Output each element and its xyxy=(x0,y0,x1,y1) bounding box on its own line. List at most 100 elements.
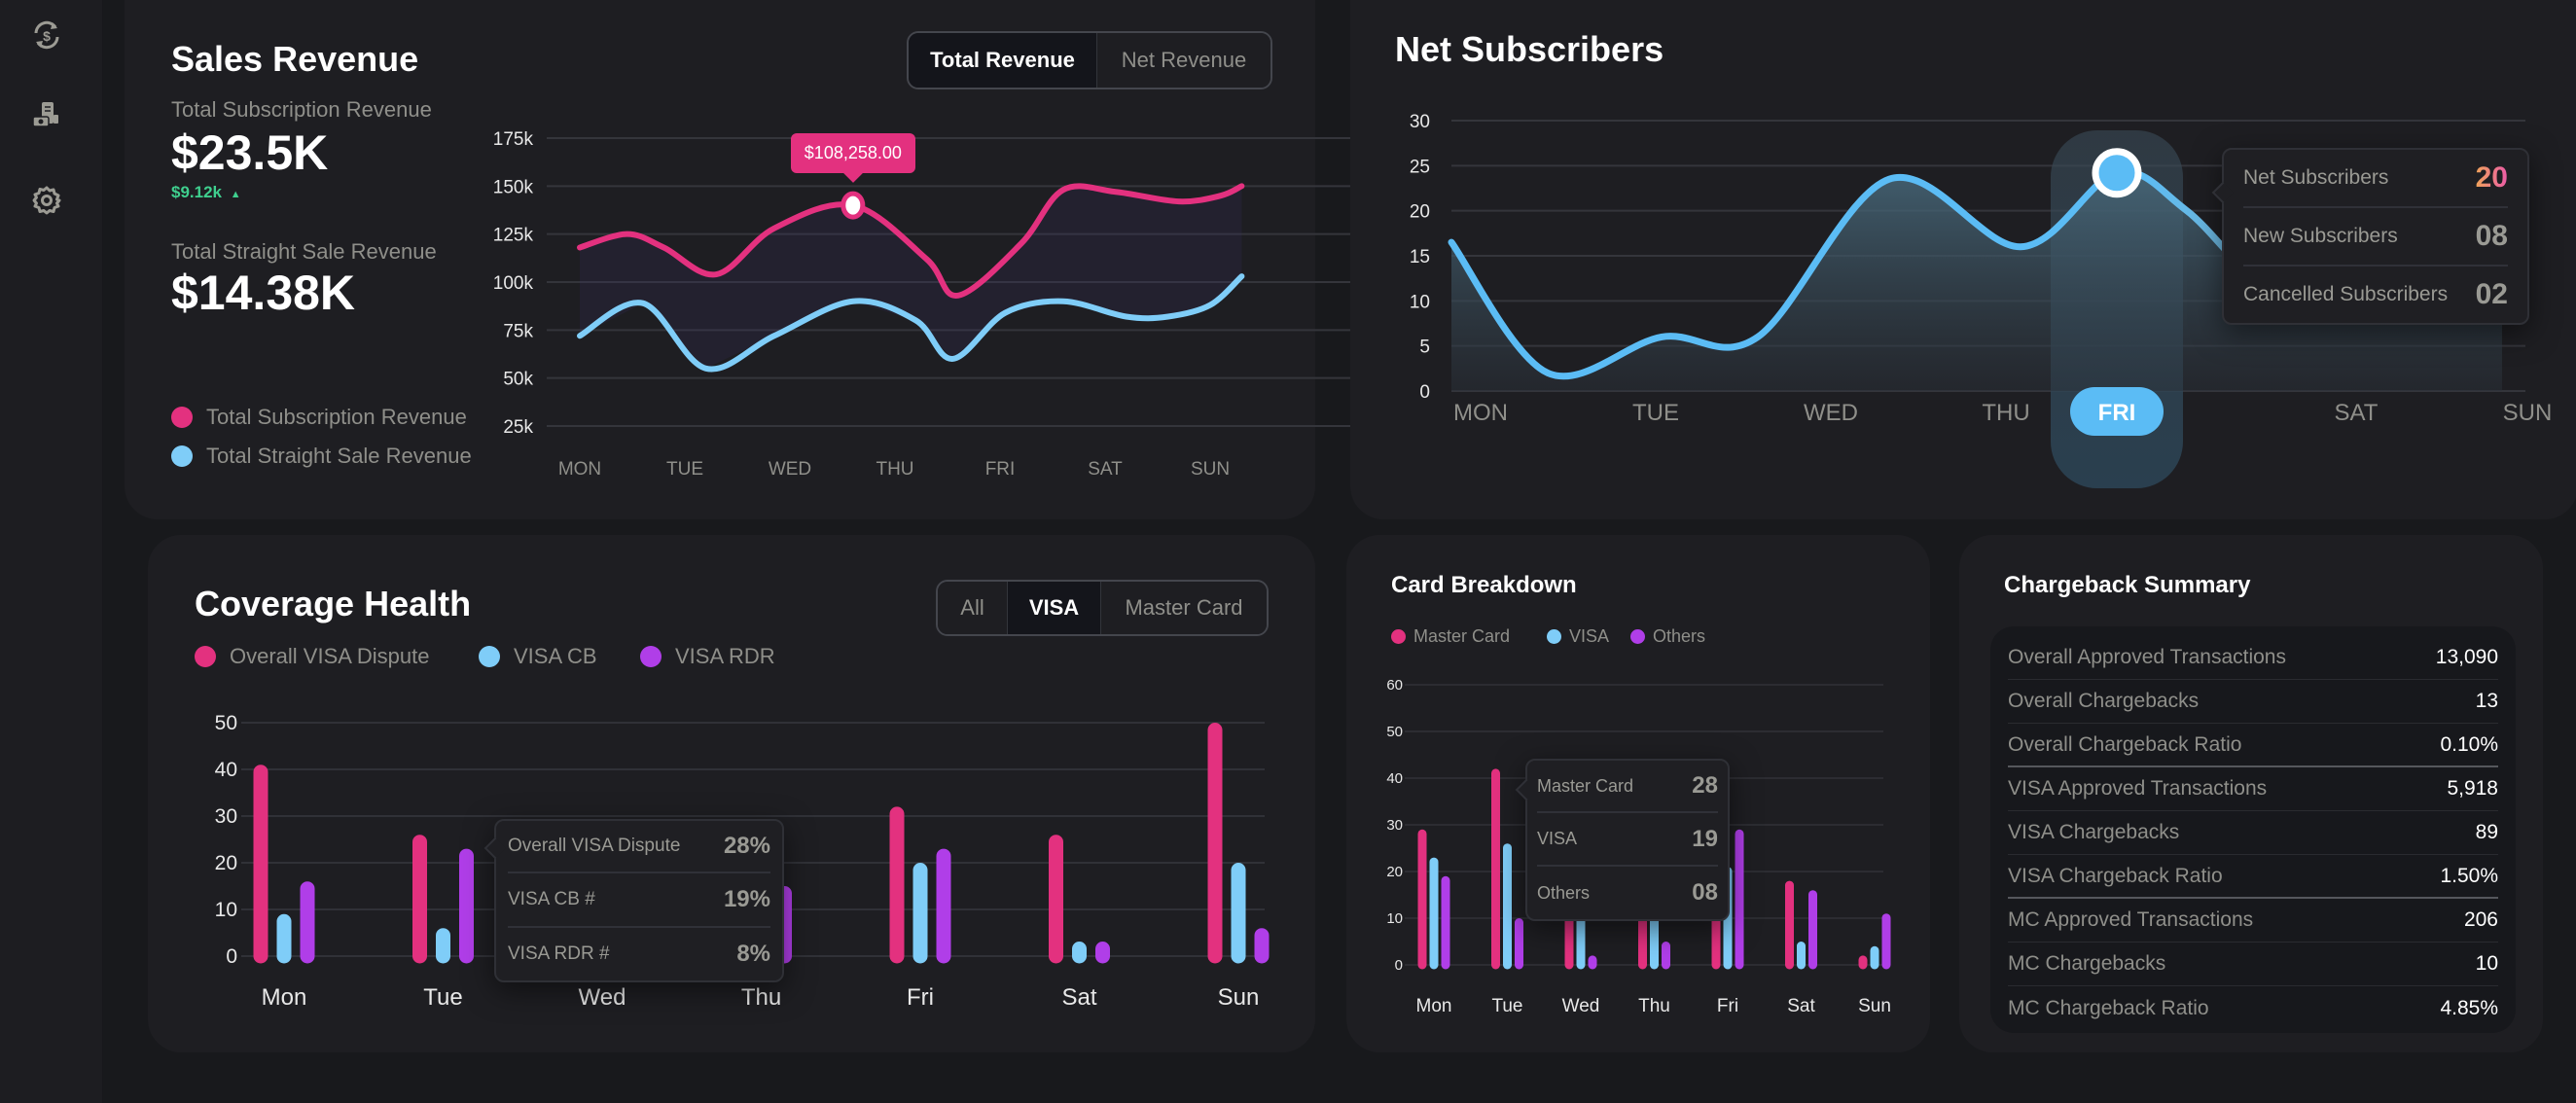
tooltip-row: VISA CB # 19% xyxy=(508,873,770,928)
bar-blue-sat[interactable] xyxy=(1797,942,1806,970)
tooltip-row-cancelled: Cancelled Subscribers 02 xyxy=(2243,267,2508,323)
bar-blue-tue[interactable] xyxy=(436,928,450,964)
y-tick-label: 0 xyxy=(226,945,237,968)
legend-dot-pink xyxy=(1391,629,1406,644)
legend-label: VISA RDR xyxy=(675,644,775,668)
chargeback-row: MC Chargeback Ratio 4.85% xyxy=(2008,986,2498,1030)
bar-pink-sat[interactable] xyxy=(1049,835,1063,964)
chargeback-value: 13,090 xyxy=(2435,646,2498,668)
bar-pink-tue[interactable] xyxy=(412,835,427,964)
tooltip-row: VISA 19 xyxy=(1537,813,1718,867)
bar-purple-fri[interactable] xyxy=(936,848,951,964)
bar-pink-sun[interactable] xyxy=(1207,723,1223,964)
bar-blue-fri[interactable] xyxy=(912,863,928,964)
bar-blue-sat[interactable] xyxy=(1072,942,1087,964)
sales-revenue-card: Sales Revenue Total Revenue Net Revenue … xyxy=(125,0,1387,519)
tooltip-label: VISA RDR # xyxy=(508,943,610,964)
bar-pink-sat[interactable] xyxy=(1785,880,1794,970)
legend-dot-purple xyxy=(640,646,662,667)
selected-day-pill[interactable] xyxy=(2070,387,2164,436)
bar-blue-sun[interactable] xyxy=(1231,863,1246,964)
chargeback-value: 5,918 xyxy=(2447,777,2498,800)
x-tick-label[interactable]: THU xyxy=(1982,400,2029,426)
bar-purple-sun[interactable] xyxy=(1254,928,1270,964)
x-tick-label[interactable]: WED xyxy=(1804,400,1858,426)
sidebar-item-settings[interactable] xyxy=(27,181,66,220)
tooltip-row: VISA RDR # 8% xyxy=(508,928,770,980)
total-revenue-tab[interactable]: Total Revenue xyxy=(909,33,1097,88)
y-tick-label: 20 xyxy=(1410,202,1430,223)
straight-sale-revenue-label: Total Straight Sale Revenue xyxy=(171,239,437,264)
x-tick-label[interactable]: TUE xyxy=(1632,400,1679,426)
bar-purple-sun[interactable] xyxy=(1881,913,1891,970)
bar-blue-mon[interactable] xyxy=(276,913,292,964)
legend-master-card: Master Card xyxy=(1391,626,1510,647)
filter-visa[interactable]: VISA xyxy=(1008,582,1101,634)
highlight-point[interactable] xyxy=(841,191,866,220)
x-tick-label: THU xyxy=(876,459,913,480)
tooltip-label: VISA CB # xyxy=(508,889,595,909)
legend-visa-cb: VISA CB xyxy=(479,644,597,669)
y-tick-label: 0 xyxy=(1395,957,1403,974)
chargeback-value: 10 xyxy=(2475,952,2498,975)
bar-purple-sat[interactable] xyxy=(1095,942,1110,964)
chargeback-row: Overall Chargebacks 13 xyxy=(2008,680,2498,724)
bar-purple-wed[interactable] xyxy=(1588,955,1597,970)
x-tick-label: Mon xyxy=(262,984,307,1011)
chargeback-label: MC Chargebacks xyxy=(2008,952,2166,975)
chargeback-summary-title: Chargeback Summary xyxy=(2004,572,2251,598)
chargeback-row: MC Approved Transactions 206 xyxy=(2008,899,2498,943)
sidebar-item-billing[interactable] xyxy=(27,95,66,134)
net-revenue-tab[interactable]: Net Revenue xyxy=(1097,33,1270,88)
x-tick-label: Fri xyxy=(1717,996,1738,1016)
legend-dot-pink xyxy=(171,407,193,428)
tooltip-label: VISA xyxy=(1537,829,1578,848)
gear-icon xyxy=(32,186,61,215)
highlight-point[interactable] xyxy=(2092,148,2142,198)
sidebar-item-revenue[interactable]: $ xyxy=(27,16,66,54)
bar-pink-tue[interactable] xyxy=(1491,768,1500,970)
y-tick-label: 20 xyxy=(1386,864,1403,880)
net-subscribers-chart: 0 5 10 15 20 25 30 MON TUE WED THU FRI SAT SUN xyxy=(1410,112,2553,488)
filter-master-card[interactable]: Master Card xyxy=(1101,582,1267,634)
bar-pink-mon[interactable] xyxy=(1417,829,1427,970)
x-tick-label: Mon xyxy=(1416,996,1452,1016)
chargeback-label: MC Approved Transactions xyxy=(2008,908,2254,931)
bar-pink-sun[interactable] xyxy=(1858,955,1868,970)
chargeback-label: Overall Chargebacks xyxy=(2008,690,2200,712)
bar-purple-tue[interactable] xyxy=(459,848,474,964)
bar-pink-fri[interactable] xyxy=(889,806,905,964)
chargeback-value: 0.10% xyxy=(2440,732,2498,756)
billing-cash-icon xyxy=(32,102,58,127)
y-tick-label: 20 xyxy=(215,852,237,874)
bar-purple-mon[interactable] xyxy=(1441,875,1450,970)
chargeback-row: VISA Chargebacks 89 xyxy=(2008,811,2498,855)
legend-others: Others xyxy=(1630,626,1705,647)
bar-pink-mon[interactable] xyxy=(253,765,268,964)
card-breakdown-card: Card Breakdown Master Card VISA Others 0… xyxy=(1346,535,1930,1052)
bar-purple-thu[interactable] xyxy=(1662,942,1670,970)
x-tick-label: Sun xyxy=(1218,984,1260,1011)
x-tick-label[interactable]: SAT xyxy=(2335,400,2379,426)
y-tick-label: 30 xyxy=(1410,112,1430,132)
net-subscribers-title: Net Subscribers xyxy=(1395,29,1664,69)
x-tick-label[interactable]: MON xyxy=(1453,400,1508,426)
bar-purple-mon[interactable] xyxy=(300,881,315,964)
filter-all[interactable]: All xyxy=(938,582,1008,634)
legend-dot-pink xyxy=(195,646,216,667)
bar-blue-sun[interactable] xyxy=(1870,945,1879,970)
bar-purple-fri[interactable] xyxy=(1735,829,1744,970)
y-tick-label: 175k xyxy=(493,129,534,150)
bar-blue-tue[interactable] xyxy=(1503,843,1512,970)
x-tick-label[interactable]: FRI xyxy=(2098,400,2136,426)
bar-purple-sat[interactable] xyxy=(1808,890,1817,970)
bar-blue-mon[interactable] xyxy=(1429,857,1439,970)
x-tick-label[interactable]: SUN xyxy=(2503,400,2553,426)
y-tick-label: 50 xyxy=(215,712,237,734)
tooltip-value: 20 xyxy=(2475,161,2508,194)
chargeback-value: 206 xyxy=(2463,908,2498,931)
y-tick-label: 40 xyxy=(1386,770,1403,787)
y-tick-label: 30 xyxy=(1386,817,1403,834)
bar-purple-tue[interactable] xyxy=(1515,918,1523,970)
chargeback-value: 4.85% xyxy=(2440,996,2498,1019)
